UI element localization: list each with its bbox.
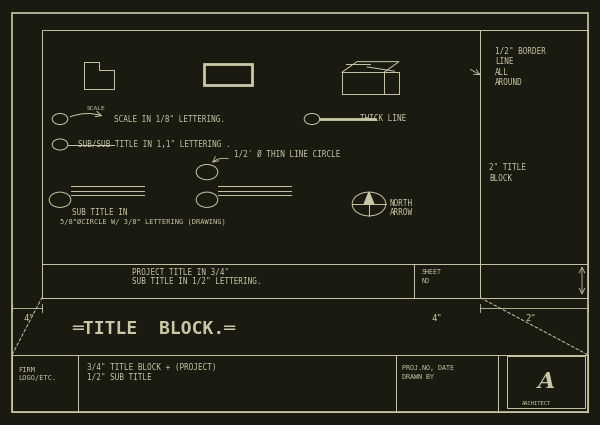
Text: 4": 4" (24, 314, 35, 323)
Text: LINE: LINE (495, 57, 514, 66)
Text: SCALE IN 1/8" LETTERING.: SCALE IN 1/8" LETTERING. (114, 114, 225, 123)
Bar (204, 64, 252, 85)
Text: SUB TITLE IN 1/2" LETTERING.: SUB TITLE IN 1/2" LETTERING. (132, 277, 262, 286)
Text: LOGO/ETC.: LOGO/ETC. (18, 375, 56, 381)
Text: NO: NO (422, 278, 430, 284)
Text: THICK LINE: THICK LINE (360, 114, 406, 123)
Text: PROJECT TITLE IN 3/4": PROJECT TITLE IN 3/4" (132, 267, 229, 276)
Text: ═TITLE  BLOCK.═: ═TITLE BLOCK.═ (72, 320, 235, 337)
Text: SCALE: SCALE (87, 107, 106, 111)
Text: SHEET: SHEET (422, 269, 442, 275)
Text: BLOCK: BLOCK (489, 174, 512, 183)
Text: 1/2" SUB TITLE: 1/2" SUB TITLE (87, 372, 152, 381)
Text: DRAWN BY: DRAWN BY (402, 374, 434, 380)
Text: 3/4" TITLE BLOCK + (PROJECT): 3/4" TITLE BLOCK + (PROJECT) (87, 363, 217, 372)
Text: 5/8"ØCIRCLE W/ 3/8" LETTERING (DRAWING): 5/8"ØCIRCLE W/ 3/8" LETTERING (DRAWING) (60, 218, 226, 225)
Bar (480, 30, 588, 297)
Text: 2": 2" (525, 314, 536, 323)
Text: PROJ.NO, DATE: PROJ.NO, DATE (402, 365, 454, 371)
Polygon shape (364, 192, 374, 204)
Bar (12, 355, 588, 412)
Text: ALL: ALL (495, 68, 509, 77)
Text: SUB/SUB TITLE IN 1,1" LETTERING .: SUB/SUB TITLE IN 1,1" LETTERING . (78, 140, 230, 149)
Text: SUB TITLE IN: SUB TITLE IN (72, 208, 128, 217)
Text: A: A (538, 371, 554, 394)
Text: 1/2" BORDER: 1/2" BORDER (495, 46, 546, 56)
Text: AROUND: AROUND (495, 78, 523, 88)
Bar (507, 356, 585, 408)
Text: ARCHITECT: ARCHITECT (522, 401, 551, 405)
Text: FIRM: FIRM (18, 367, 35, 373)
Text: 4": 4" (432, 314, 443, 323)
Text: NORTH: NORTH (390, 199, 413, 208)
Text: ARROW: ARROW (390, 208, 413, 217)
Text: 2" TITLE: 2" TITLE (489, 163, 526, 172)
Text: 1/2' Ø THIN LINE CIRCLE: 1/2' Ø THIN LINE CIRCLE (234, 150, 340, 159)
Bar (42, 30, 480, 297)
